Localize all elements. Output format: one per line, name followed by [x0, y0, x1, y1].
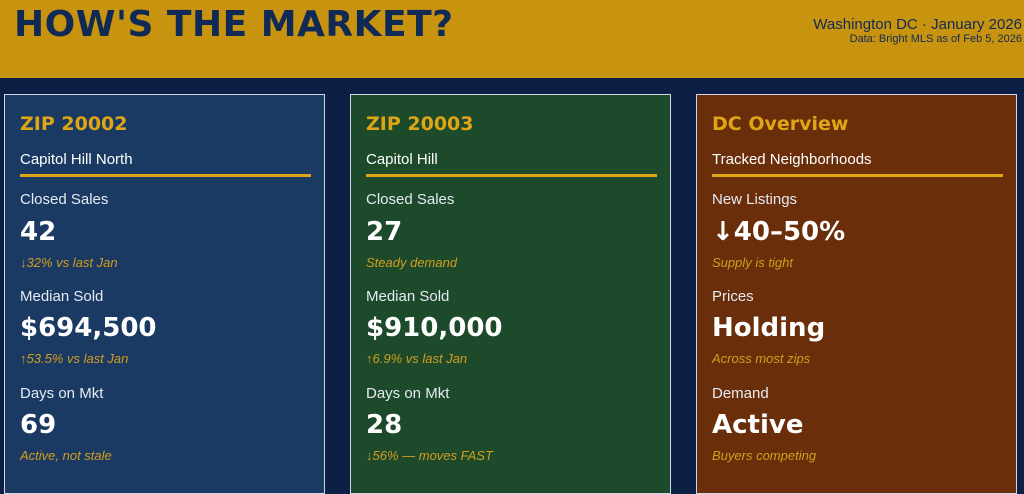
metric-value-closed-sales: 42 — [20, 217, 57, 247]
metric-label-new-listings: New Listings — [712, 191, 798, 208]
metric-note-median-sold: ↑53.5% vs last Jan — [20, 351, 129, 366]
metric-value-days-on-market: 69 — [20, 410, 57, 440]
card-title: ZIP 20003 — [366, 113, 474, 135]
metric-label-closed-sales: Closed Sales — [20, 191, 109, 208]
card-zip-20003: ZIP 20003 Capitol Hill Closed Sales 27 S… — [350, 94, 671, 494]
metric-value-demand: Active — [712, 410, 804, 440]
card-dc-overview: DC Overview Tracked Neighborhoods New Li… — [696, 94, 1017, 494]
metric-label-closed-sales: Closed Sales — [366, 191, 455, 208]
metric-label-prices: Prices — [712, 288, 754, 305]
metric-label-days-on-market: Days on Mkt — [20, 385, 104, 402]
metric-note-days-on-market: ↓56% — moves FAST — [366, 448, 493, 463]
card-zip-20002: ZIP 20002 Capitol Hill North Closed Sale… — [4, 94, 325, 494]
metric-label-demand: Demand — [712, 385, 769, 402]
metric-note-new-listings: Supply is tight — [712, 255, 793, 270]
divider — [712, 174, 1003, 177]
data-source: Data: Bright MLS as of Feb 5, 2026 — [849, 33, 1022, 45]
metric-value-days-on-market: 28 — [366, 410, 403, 440]
metric-value-prices: Holding — [712, 313, 826, 343]
card-subtitle: Capitol Hill North — [20, 151, 133, 168]
card-title: ZIP 20002 — [20, 113, 128, 135]
metric-note-demand: Buyers competing — [712, 448, 817, 463]
page-title: HOW'S THE MARKET? — [14, 4, 454, 45]
location-date: Washington DC · January 2026 — [813, 16, 1022, 33]
metric-label-median-sold: Median Sold — [366, 288, 450, 305]
metric-note-days-on-market: Active, not stale — [20, 448, 112, 463]
card-subtitle: Capitol Hill — [366, 151, 438, 168]
metric-label-median-sold: Median Sold — [20, 288, 104, 305]
metric-note-prices: Across most zips — [712, 351, 811, 366]
card-subtitle: Tracked Neighborhoods — [712, 151, 872, 168]
divider — [20, 174, 311, 177]
metric-note-closed-sales: ↓32% vs last Jan — [20, 255, 118, 270]
metric-value-closed-sales: 27 — [366, 217, 403, 247]
metric-value-new-listings: ↓40–50% — [712, 217, 846, 247]
metric-value-median-sold: $910,000 — [366, 313, 503, 343]
metric-label-days-on-market: Days on Mkt — [366, 385, 450, 402]
metric-note-median-sold: ↑6.9% vs last Jan — [366, 351, 468, 366]
header-banner: HOW'S THE MARKET? Washington DC · Januar… — [0, 0, 1024, 78]
divider — [366, 174, 657, 177]
card-title: DC Overview — [712, 113, 849, 135]
metric-note-closed-sales: Steady demand — [366, 255, 458, 270]
metric-value-median-sold: $694,500 — [20, 313, 157, 343]
